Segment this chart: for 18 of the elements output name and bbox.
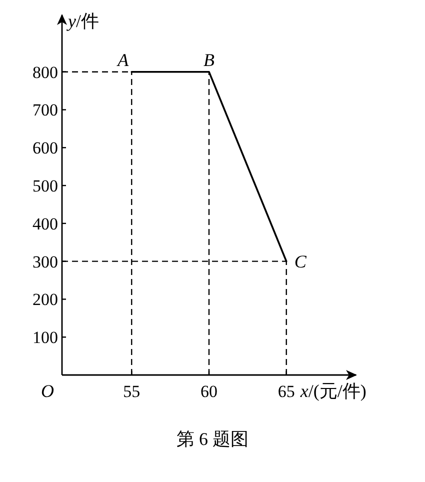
- y-tick-label: 500: [32, 176, 58, 196]
- text: 第 6 题图: [176, 429, 248, 449]
- y-tick-label: 300: [32, 252, 58, 272]
- x-tick-label: 65: [278, 382, 295, 401]
- y-tick-label: 100: [32, 328, 58, 348]
- annotation: A: [116, 50, 130, 70]
- y-tick-label: 400: [32, 214, 58, 234]
- x-axis-title: x/(元/件): [299, 381, 366, 401]
- annotation: C: [294, 251, 308, 272]
- x-tick-label: 60: [200, 382, 218, 401]
- y-tick-label: 800: [32, 62, 58, 82]
- y-tick-label: 600: [32, 138, 58, 158]
- y-tick-label: 700: [32, 100, 58, 120]
- annotation: B: [204, 50, 214, 70]
- y-axis-title: y/件: [66, 11, 100, 31]
- text: O: [41, 381, 54, 401]
- x-tick-label: 55: [123, 382, 140, 401]
- y-tick-label: 200: [32, 290, 58, 310]
